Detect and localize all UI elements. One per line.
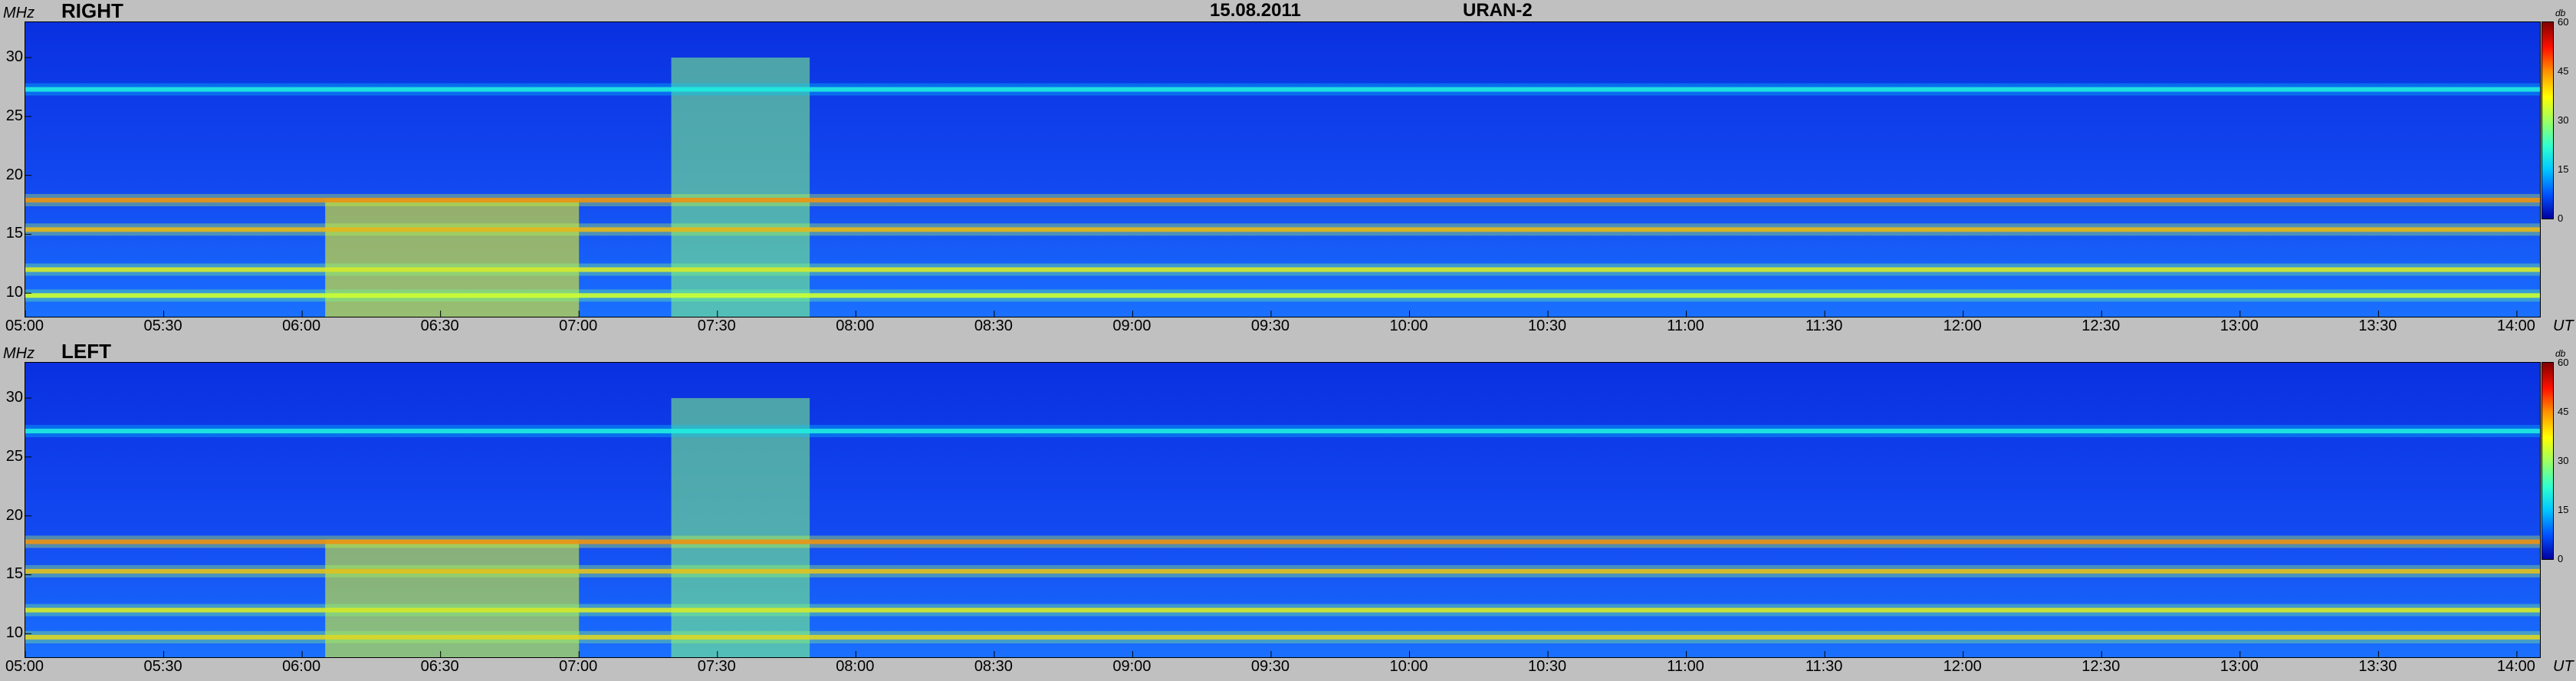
x-tick-label: 07:00 (559, 658, 598, 675)
spectrogram-canvas (25, 363, 2540, 657)
x-tick-label: 08:00 (836, 658, 875, 675)
interference-band (25, 267, 2540, 272)
colorbar-tick-label: 0 (2558, 212, 2564, 224)
colorbar-tick-label: 45 (2558, 406, 2569, 417)
y-tick-label: 30 (5, 48, 23, 66)
interference-band-halo (25, 425, 2540, 438)
x-tick-label: 14:00 (2496, 658, 2535, 675)
x-tick-label: 08:00 (836, 317, 875, 334)
interference-band (25, 634, 2540, 640)
interference-band-halo (25, 604, 2540, 617)
interference-band-halo (25, 289, 2540, 302)
interference-band-halo (25, 263, 2540, 276)
colorbar-tick-label: 60 (2558, 357, 2569, 368)
y-tick-label: 25 (5, 107, 23, 124)
colorbar-tick-label: 0 (2558, 553, 2564, 564)
interference-band (25, 87, 2540, 92)
x-tick-label: 05:30 (143, 658, 182, 675)
interference-band (25, 539, 2540, 544)
interference-band-halo (25, 535, 2540, 548)
x-tick-label: 08:30 (974, 658, 1013, 675)
interference-band-halo (25, 223, 2540, 236)
colorbar-tick-label: 15 (2558, 163, 2569, 175)
y-tick-label: 15 (5, 565, 23, 583)
interference-band-halo (25, 193, 2540, 206)
date-title: 15.08.2011 (1210, 0, 1301, 21)
radio-burst (671, 58, 810, 317)
x-axis-unit: UT (2553, 317, 2574, 334)
x-axis-unit: UT (2553, 658, 2574, 675)
x-tick-label: 12:00 (1943, 658, 1982, 675)
y-tick-label: 15 (5, 225, 23, 242)
y-tick-label: 10 (5, 624, 23, 642)
x-tick-label: 12:30 (2082, 317, 2121, 334)
colorbar-tick-label: 45 (2558, 65, 2569, 77)
x-tick-label: 14:00 (2496, 317, 2535, 334)
x-tick-label: 06:00 (282, 658, 321, 675)
x-tick-label: 11:00 (1667, 658, 1704, 675)
x-tick-label: 13:30 (2358, 317, 2397, 334)
panel-title-right: RIGHT (61, 0, 123, 22)
colorbar-unit: db (2555, 8, 2566, 18)
x-tick-label: 11:30 (1805, 317, 1843, 334)
x-tick-label: 11:30 (1805, 658, 1843, 675)
x-tick-label: 09:00 (1112, 317, 1152, 334)
x-tick-label: 06:30 (420, 658, 459, 675)
spectrogram-canvas (25, 22, 2540, 317)
x-tick-label: 12:00 (1943, 317, 1982, 334)
colorbar-tick-label: 60 (2558, 16, 2569, 28)
interference-band (25, 607, 2540, 613)
x-tick-label: 09:00 (1112, 658, 1152, 675)
colorbar-tick-label: 30 (2558, 114, 2569, 126)
y-tick-label: 10 (5, 284, 23, 301)
interference-band (25, 568, 2540, 574)
colorbar-right (2542, 21, 2554, 219)
x-tick-label: 10:00 (1389, 317, 1428, 334)
colorbar-tick-label: 30 (2558, 455, 2569, 466)
x-tick-label: 13:00 (2220, 658, 2259, 675)
x-tick-label: 13:00 (2220, 317, 2259, 334)
x-tick-label: 05:00 (5, 658, 44, 675)
x-tick-label: 06:00 (282, 317, 321, 334)
panel-title-left: LEFT (61, 340, 111, 363)
interference-band (25, 227, 2540, 232)
radio-burst (671, 398, 810, 657)
y-axis-unit: MHz (3, 345, 35, 362)
x-tick-label: 07:30 (697, 658, 736, 675)
y-tick-label: 30 (5, 389, 23, 406)
x-tick-label: 11:00 (1667, 317, 1704, 334)
x-tick-label: 10:00 (1389, 658, 1428, 675)
interference-band-halo (25, 83, 2540, 96)
x-tick-label: 05:00 (5, 317, 44, 334)
interference-band (25, 429, 2540, 434)
x-tick-label: 08:30 (974, 317, 1013, 334)
x-tick-label: 07:30 (697, 317, 736, 334)
interference-band (25, 293, 2540, 298)
y-axis-unit: MHz (3, 5, 35, 21)
spectrogram-left (25, 362, 2541, 658)
x-tick-label: 05:30 (143, 317, 182, 334)
x-tick-label: 09:30 (1250, 317, 1290, 334)
x-tick-label: 13:30 (2358, 658, 2397, 675)
colorbar-unit: db (2555, 348, 2566, 359)
colorbar-left (2542, 362, 2554, 560)
x-tick-label: 09:30 (1250, 658, 1290, 675)
interference-band-halo (25, 564, 2540, 577)
x-tick-label: 12:30 (2082, 658, 2121, 675)
colorbar-tick-label: 15 (2558, 504, 2569, 515)
instrument-title: URAN-2 (1463, 0, 1533, 21)
x-tick-label: 10:30 (1528, 317, 1567, 334)
x-tick-label: 10:30 (1528, 658, 1567, 675)
x-tick-label: 06:30 (420, 317, 459, 334)
y-tick-label: 25 (5, 447, 23, 465)
interference-band-halo (25, 630, 2540, 643)
interference-band (25, 197, 2540, 202)
y-tick-label: 20 (5, 166, 23, 183)
y-tick-label: 20 (5, 506, 23, 524)
spectrogram-right (25, 21, 2541, 317)
x-tick-label: 07:00 (559, 317, 598, 334)
